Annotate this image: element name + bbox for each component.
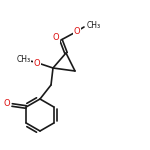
Text: O: O: [53, 33, 59, 42]
Text: O: O: [74, 27, 80, 36]
Text: CH₃: CH₃: [17, 56, 31, 64]
Text: CH₃: CH₃: [87, 21, 101, 30]
Text: O: O: [34, 58, 40, 68]
Text: O: O: [4, 99, 11, 108]
